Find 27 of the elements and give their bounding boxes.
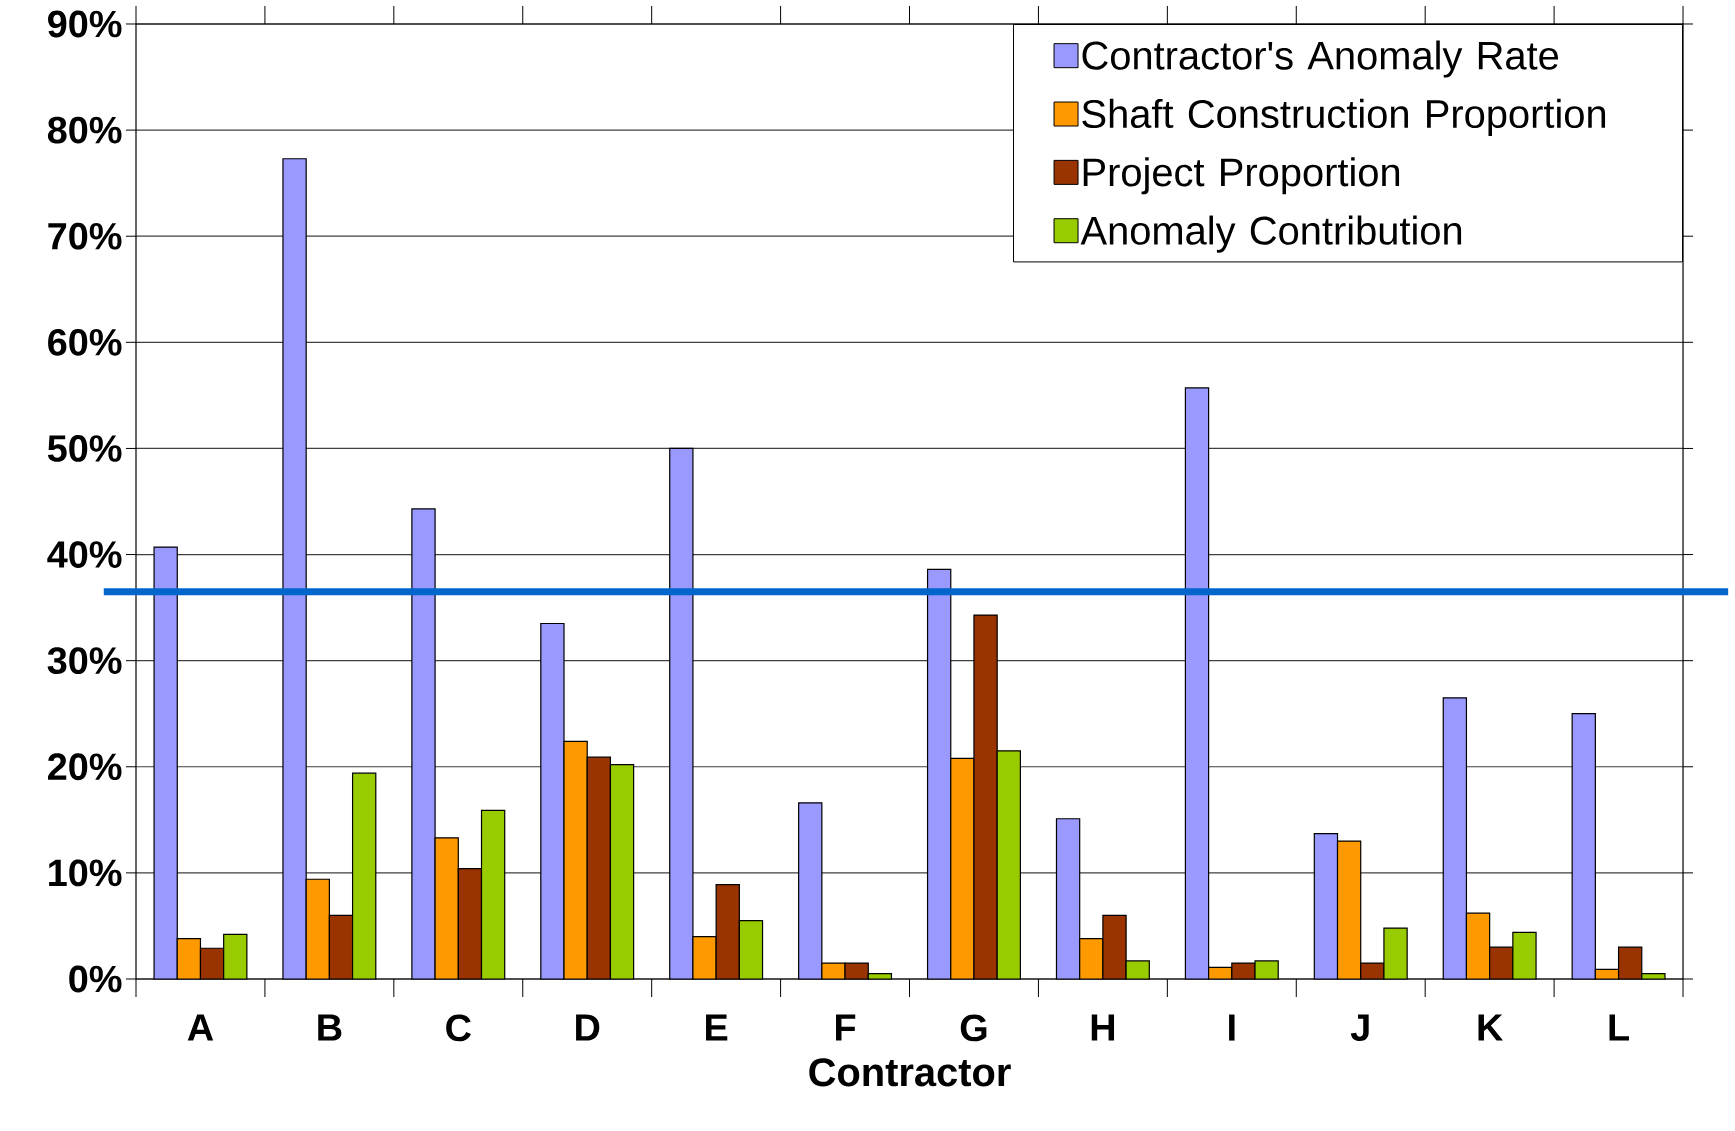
- x-tick-label: J: [1350, 1014, 1369, 1041]
- x-tick-label: C: [446, 1014, 471, 1042]
- y-tick-label: 40%: [47, 541, 122, 568]
- x-tick-label: E: [706, 1014, 728, 1041]
- x-tick-label: H: [1091, 1014, 1115, 1041]
- x-tick-label: K: [1478, 1014, 1503, 1041]
- y-tick-label: 50%: [47, 435, 122, 462]
- x-tick-label: L: [1609, 1014, 1629, 1041]
- y-tick-label: 10%: [49, 859, 122, 887]
- y-tick-label: 90%: [48, 10, 122, 38]
- x-tick-label: G: [960, 1014, 987, 1042]
- x-tick-label: F: [836, 1014, 856, 1041]
- y-tick-label: 30%: [47, 647, 122, 675]
- legend-label: Anomaly Contribution: [1080, 215, 1462, 253]
- legend-label: Shaft Construction Proportion: [1082, 98, 1606, 136]
- x-tick-label: D: [576, 1014, 600, 1041]
- legend-label: Contractor's Anomaly Rate: [1082, 40, 1559, 78]
- legend-label: Project Proportion: [1083, 157, 1400, 195]
- x-axis-title: Contractor: [809, 1058, 1011, 1087]
- y-tick-label: 0%: [69, 965, 122, 993]
- y-tick-label: 60%: [48, 328, 122, 356]
- x-tick-label: B: [318, 1014, 342, 1041]
- y-tick-label: 20%: [48, 753, 122, 781]
- x-tick-label: A: [187, 1014, 214, 1041]
- y-tick-label: 70%: [48, 222, 122, 250]
- y-tick-label: 80%: [47, 116, 122, 144]
- x-tick-label: I: [1229, 1014, 1235, 1041]
